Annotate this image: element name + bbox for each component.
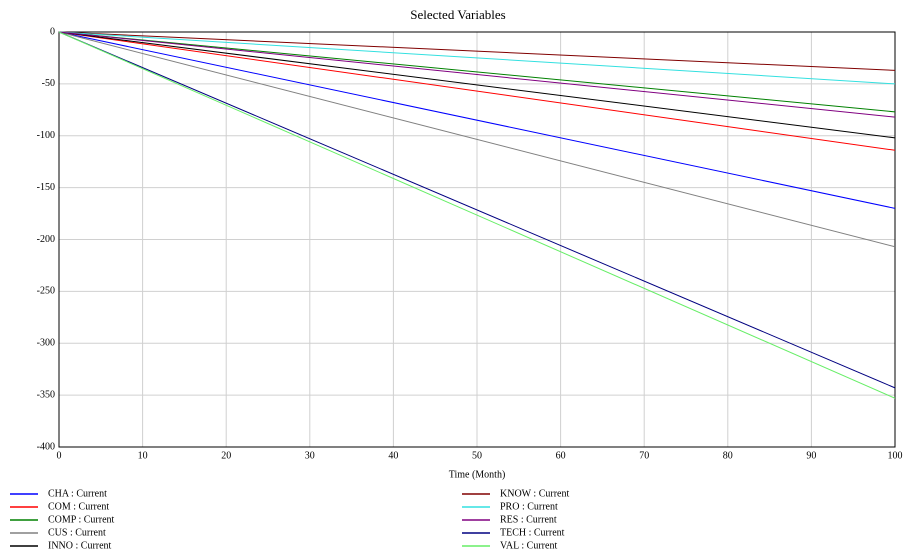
legend-label: INNO : Current bbox=[48, 540, 112, 550]
y-tick-label: -400 bbox=[37, 441, 55, 452]
legend-label: TECH : Current bbox=[500, 527, 565, 538]
series-line bbox=[58, 31, 896, 399]
y-tick-label: -100 bbox=[37, 130, 55, 141]
y-tick-label: 0 bbox=[50, 26, 55, 37]
x-tick-label: 20 bbox=[221, 450, 231, 461]
x-tick-label: 80 bbox=[723, 450, 733, 461]
x-tick-label: 40 bbox=[388, 450, 398, 461]
y-tick-label: -50 bbox=[42, 78, 55, 89]
series-line bbox=[58, 31, 896, 85]
y-tick-label: -350 bbox=[37, 389, 55, 400]
legend-label: PRO : Current bbox=[500, 501, 558, 512]
chart-title: Selected Variables bbox=[410, 7, 505, 22]
series-line bbox=[58, 31, 896, 113]
x-tick-label: 30 bbox=[305, 450, 315, 461]
series-line bbox=[58, 31, 896, 118]
series-line bbox=[58, 31, 896, 151]
y-tick-label: -150 bbox=[37, 182, 55, 193]
y-tick-label: -250 bbox=[37, 286, 55, 297]
legend-label: CHA : Current bbox=[48, 488, 107, 499]
legend-label: RES : Current bbox=[500, 514, 557, 525]
series-line bbox=[58, 31, 896, 209]
y-tick-label: -300 bbox=[37, 338, 55, 349]
plot-frame bbox=[58, 31, 896, 448]
x-axis-label: Time (Month) bbox=[449, 469, 506, 480]
series-line bbox=[58, 31, 896, 71]
x-tick-label: 0 bbox=[57, 450, 62, 461]
x-tick-label: 60 bbox=[556, 450, 566, 461]
series-line bbox=[58, 31, 896, 139]
x-tick-label: 70 bbox=[639, 450, 649, 461]
legend-label: COM : Current bbox=[48, 501, 109, 512]
x-tick-label: 100 bbox=[888, 450, 903, 461]
legend-label: COMP : Current bbox=[48, 514, 115, 525]
legend-label: VAL : Current bbox=[500, 540, 557, 550]
x-tick-label: 50 bbox=[472, 450, 482, 461]
legend-label: KNOW : Current bbox=[500, 488, 569, 499]
x-tick-label: 10 bbox=[138, 450, 148, 461]
y-tick-label: -200 bbox=[37, 234, 55, 245]
legend-label: CUS : Current bbox=[48, 527, 106, 538]
series-line bbox=[58, 31, 896, 389]
x-tick-label: 90 bbox=[806, 450, 816, 461]
series-line bbox=[58, 31, 896, 248]
